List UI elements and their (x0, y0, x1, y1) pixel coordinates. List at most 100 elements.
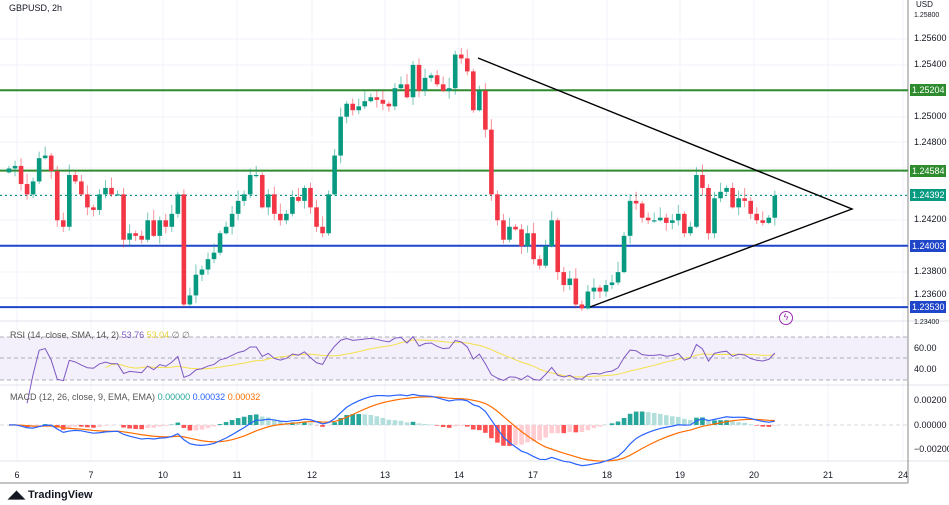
candle-body (561, 272, 567, 286)
lightning-icon[interactable]: ϟ (779, 311, 793, 325)
macd-histogram-bar (585, 425, 591, 431)
macd-histogram-bar (452, 425, 458, 427)
macd-histogram-bar (477, 425, 482, 431)
rsi-extra: ∅ ∅ (171, 330, 190, 340)
price-axis-label: 1.24800 (914, 136, 947, 147)
rsi-ma-value: 53.04 (146, 330, 170, 340)
macd-histogram-bar (278, 421, 283, 425)
macd-legend[interactable]: MACD (12, 26, close, 9, EMA, EMA) 0.0000… (10, 392, 260, 402)
candle-body (549, 220, 554, 247)
date-label: 19 (674, 470, 686, 480)
candle-body (633, 200, 639, 204)
candle-body (495, 194, 500, 221)
macd-histogram-bar (302, 422, 307, 425)
macd-histogram-bar (338, 418, 343, 425)
macd-histogram-bar (362, 414, 368, 425)
macd-histogram-bar (525, 425, 530, 443)
macd-histogram-bar (91, 425, 96, 428)
macd-histogram-bar (272, 419, 277, 425)
macd-histogram-bar (712, 420, 717, 425)
macd-label: MACD (12, 26, close, 9, EMA, EMA) (10, 392, 156, 402)
candle-body (603, 285, 609, 292)
candle-body (368, 97, 374, 102)
macd-histogram-bar (133, 425, 138, 430)
macd-histogram-bar (507, 425, 512, 446)
price-axis-label: 1.25400 (914, 58, 947, 69)
candle-body (6, 168, 12, 173)
candle-body (18, 165, 24, 185)
candle-body (217, 233, 223, 253)
macd-histogram-bar (386, 419, 392, 425)
macd-histogram-bar (543, 425, 548, 438)
macd-histogram-bar (320, 425, 325, 427)
macd-axis-zero: 0.00000 (914, 420, 947, 430)
candle-body (253, 174, 259, 177)
candle-body (724, 187, 729, 192)
macd-histogram-bar (121, 425, 126, 428)
rsi-legend[interactable]: RSI (14, close, SMA, 14, 2) 53.76 53.04 … (10, 330, 190, 341)
macd-histogram-bar (332, 422, 337, 425)
macd-signal-line (8, 396, 775, 462)
macd-histogram-bar (223, 422, 229, 425)
macd-histogram-bar (573, 425, 579, 433)
candle-body (458, 54, 464, 59)
macd-axis-neg: −0.00200 (914, 444, 949, 454)
candle-body (139, 235, 144, 240)
macd-histogram-bar (416, 423, 422, 425)
candle-body (320, 226, 325, 234)
candle-body (392, 88, 398, 107)
macd-histogram-bar (410, 421, 416, 425)
macd-histogram-bar (772, 425, 778, 426)
macd-histogram-bar (259, 416, 265, 425)
candle-body (621, 235, 627, 273)
candle-body (428, 75, 434, 78)
price-axis-label: 1.25600 (914, 33, 947, 43)
macd-histogram-bar (217, 424, 223, 425)
candle-body (205, 259, 211, 270)
macd-histogram-bar (555, 425, 561, 434)
candle-body (109, 187, 114, 195)
candle-body (73, 174, 78, 182)
macd-histogram-bar (676, 416, 681, 425)
date-label: 24 (897, 470, 909, 480)
macd-histogram-bar (736, 422, 741, 425)
price-level-tag: 1.24003 (910, 239, 946, 252)
macd-histogram-bar (235, 418, 241, 425)
macd-histogram-bar (657, 413, 663, 425)
macd-histogram-bar (639, 411, 645, 425)
candle-body (332, 155, 337, 195)
candle-body (265, 194, 271, 208)
candle-body (278, 213, 283, 221)
macd-histogram-bar (458, 425, 464, 426)
candle-body (121, 194, 126, 240)
macd-histogram-bar (97, 425, 102, 427)
candle-body (235, 200, 241, 214)
candle-body (567, 278, 573, 286)
candle-body (609, 282, 615, 286)
macd-histogram-bar (175, 422, 181, 425)
macd-histogram-bar (380, 417, 386, 425)
date-label: 21 (822, 470, 834, 480)
macd-histogram-bar (501, 425, 506, 446)
candle-body (85, 194, 90, 208)
candle-body (362, 101, 368, 107)
candle-body (700, 174, 705, 188)
macd-histogram-bar (368, 414, 374, 425)
macd-histogram-bar (193, 425, 199, 431)
candle-body (579, 304, 585, 309)
candle-body (42, 155, 48, 159)
candle-body (284, 213, 289, 221)
candle-body (706, 187, 711, 234)
candle-body (103, 187, 108, 195)
candle-body (127, 233, 132, 240)
date-label: 11 (232, 470, 242, 480)
date-label: 13 (379, 470, 391, 480)
tradingview-logo-icon: ◢◣ (8, 489, 25, 501)
candle-body (501, 220, 506, 240)
tradingview-logo[interactable]: ◢◣ TradingView (8, 488, 93, 501)
candle-body (356, 106, 362, 111)
candle-body (682, 213, 687, 234)
candle-body (12, 165, 18, 169)
date-label: 7 (88, 470, 94, 480)
